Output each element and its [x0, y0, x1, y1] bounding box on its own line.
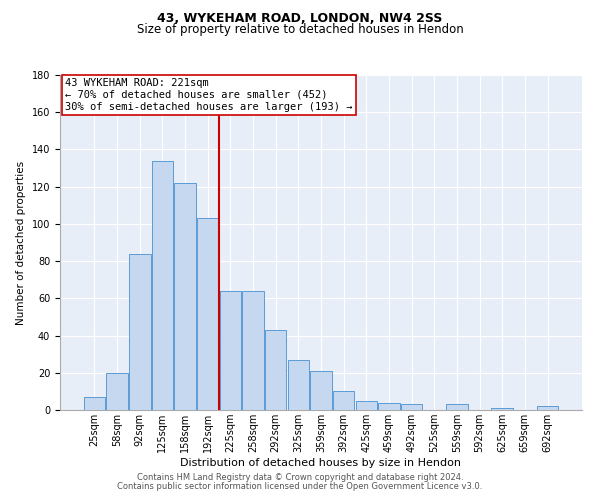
Text: Contains HM Land Registry data © Crown copyright and database right 2024.: Contains HM Land Registry data © Crown c… — [137, 474, 463, 482]
Bar — [310, 371, 332, 410]
Bar — [378, 402, 400, 410]
Bar — [333, 392, 355, 410]
X-axis label: Distribution of detached houses by size in Hendon: Distribution of detached houses by size … — [181, 458, 461, 468]
Bar — [287, 360, 309, 410]
Bar — [537, 406, 558, 410]
Y-axis label: Number of detached properties: Number of detached properties — [16, 160, 26, 324]
Bar — [491, 408, 513, 410]
Bar — [446, 404, 467, 410]
Bar — [401, 404, 422, 410]
Bar — [175, 183, 196, 410]
Bar — [84, 397, 105, 410]
Text: 43 WYKEHAM ROAD: 221sqm
← 70% of detached houses are smaller (452)
30% of semi-d: 43 WYKEHAM ROAD: 221sqm ← 70% of detache… — [65, 78, 353, 112]
Bar — [242, 291, 264, 410]
Bar — [129, 254, 151, 410]
Bar — [356, 400, 377, 410]
Text: 43, WYKEHAM ROAD, LONDON, NW4 2SS: 43, WYKEHAM ROAD, LONDON, NW4 2SS — [157, 12, 443, 26]
Text: Contains public sector information licensed under the Open Government Licence v3: Contains public sector information licen… — [118, 482, 482, 491]
Bar — [152, 160, 173, 410]
Bar — [197, 218, 218, 410]
Bar — [106, 373, 128, 410]
Bar — [220, 291, 241, 410]
Bar — [265, 330, 286, 410]
Text: Size of property relative to detached houses in Hendon: Size of property relative to detached ho… — [137, 22, 463, 36]
